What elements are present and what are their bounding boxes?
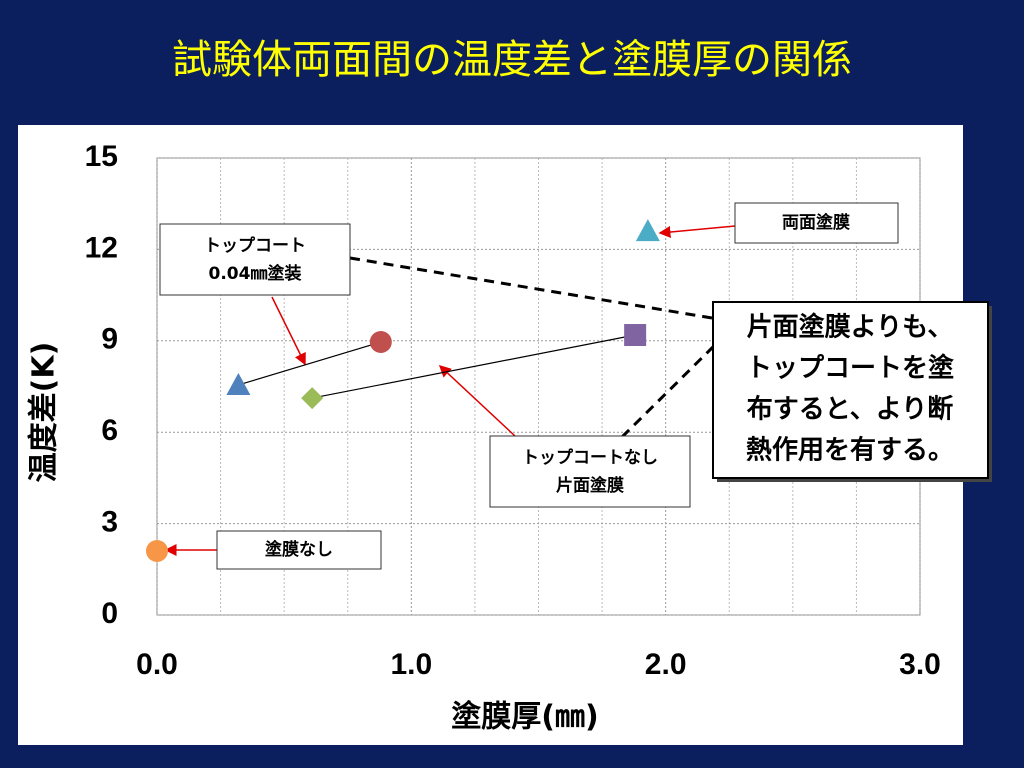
annotation-text: トップコートを塗 <box>746 353 954 384</box>
marker <box>624 324 647 347</box>
arrow <box>271 296 306 366</box>
callout-leader <box>620 338 722 439</box>
marker <box>146 540 168 563</box>
annotation-text: 片面塗膜よりも、 <box>747 312 954 343</box>
x-tick-label: 3.0 <box>899 648 941 681</box>
annotation-text: 両面塗膜 <box>782 212 850 233</box>
y-tick-label: 6 <box>101 414 118 447</box>
y-tick-label: 12 <box>85 231 118 264</box>
marker <box>226 372 251 395</box>
x-tick-label: 1.0 <box>390 648 432 681</box>
annotation-box <box>734 202 899 244</box>
x-tick-label: 0.0 <box>136 648 178 681</box>
marker <box>301 387 324 410</box>
x-tick-label: 2.0 <box>645 648 687 681</box>
arrow <box>658 225 736 238</box>
connector-line <box>238 341 381 386</box>
marker <box>369 331 392 354</box>
annotation-text: 布すると、より断 <box>747 394 953 425</box>
x-axis-label: 塗膜厚(㎜) <box>451 700 598 735</box>
marker <box>635 219 660 242</box>
y-tick-label: 15 <box>85 140 118 173</box>
annotation-text: トップコートなし <box>522 447 658 468</box>
annotation-text: 熱作用を有する。 <box>746 436 954 466</box>
y-tick-label: 0 <box>101 597 118 630</box>
connector-line <box>312 334 636 399</box>
annotation-text: 0.04㎜塗装 <box>209 263 302 284</box>
annotation-text: 片面塗膜 <box>556 475 624 496</box>
slide-title: 試験体両面間の温度差と塗膜厚の関係 <box>172 37 852 83</box>
annotation-box <box>216 530 382 570</box>
y-tick-label: 9 <box>101 323 118 356</box>
y-tick-label: 3 <box>101 506 118 539</box>
arrow <box>438 364 516 437</box>
annotation-box <box>159 223 351 296</box>
annotation-text: トップコート <box>204 235 306 256</box>
callout-box <box>712 301 989 479</box>
annotation-text: 塗膜なし <box>265 539 333 560</box>
annotation-box <box>489 435 691 508</box>
y-axis-label: 温度差(K) <box>27 342 62 483</box>
